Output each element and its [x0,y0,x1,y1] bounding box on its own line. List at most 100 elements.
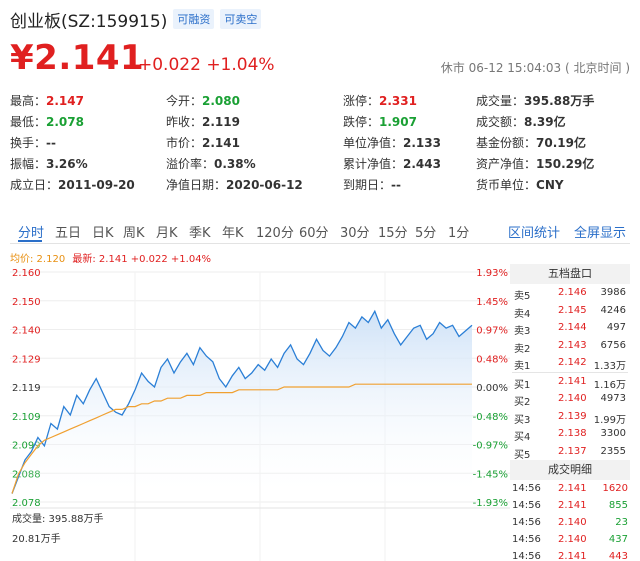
price-tick-label: 2.109 [12,412,41,423]
stat-row: 最高：2.147 今开：2.080 涨停：2.331 成交量：395.88万手 [10,90,630,111]
price-change: +0.022 +1.04% [138,55,275,75]
stat-item: 累计净值：2.443 [343,155,441,172]
stat-row: 成立日：2011-09-20 净值日期：2020-06-12 到期日：-- 货币单位：… [10,174,630,195]
tab-item[interactable]: 季K [189,226,211,241]
legend-avg: 均价: 2.120 [10,254,66,265]
tab-item[interactable]: 60分 [299,226,329,241]
pct-tick-label: -1.93% [473,498,508,509]
ask-volume: 6756 [600,339,626,351]
tab-item[interactable]: 30分 [340,226,370,241]
stat-item: 单位净值：2.133 [343,134,441,151]
trade-list: 14:56 2.141 1620 14:56 2.141 855 14:56 2.140 23 1… [510,480,630,561]
stat-label: 累计净值： [343,157,404,171]
stat-label: 最高： [10,94,47,108]
intraday-chart[interactable]: 2.160 1.93% 2.150 1.45% 2.140 0.97% 2.129 0.48%… [10,246,510,561]
price-tick-label: 2.150 [12,297,41,308]
trade-price: 2.141 [558,551,587,561]
bid-label: 买3 [514,414,531,426]
stat-item: 成立日：2011-09-20 [10,176,135,193]
ask-row: 卖1 2.142 1.33万 [510,354,630,372]
stat-item: 最低：2.078 [10,113,84,130]
tab-item[interactable]: 5分 [415,226,437,241]
stat-item: 成交额：8.39亿 [476,113,566,130]
ask-volume: 3986 [600,287,626,298]
stat-item: 货币单位：CNY [476,176,564,193]
tab-item[interactable]: 1分 [448,226,470,241]
tab-item[interactable]: 月K [156,226,178,241]
stat-value: 2.133 [403,136,441,150]
stat-item: 昨收：2.119 [166,113,240,130]
range-stats-button[interactable]: 区间统计 [507,226,560,241]
stat-label: 最低： [10,115,47,129]
ask-label: 卖4 [514,308,531,320]
bid-price: 2.141 [558,375,587,387]
stat-value: 3.26% [46,157,88,171]
stat-item: 最高：2.147 [10,92,84,109]
price-tick-label: 2.160 [12,268,41,279]
stat-value: 1.907 [379,115,417,129]
ask-row: 卖2 2.143 6756 [510,337,630,355]
header: 创业板(SZ:159915) 可融资 可卖空 [10,6,262,32]
bid-row: 买5 2.137 2355 [510,443,630,461]
trade-time: 14:56 [512,500,541,511]
margin-badge[interactable]: 可融资 [173,9,215,29]
bid-price: 2.137 [558,445,587,457]
legend-latest: 最新: 2.141 +0.022 +1.04% [72,254,212,265]
trade-volume: 855 [608,500,628,511]
stat-label: 资产净值： [476,157,537,171]
ask-price: 2.146 [558,287,587,298]
stat-label: 溢价率： [166,157,215,171]
pct-tick-label: 0.97% [476,326,508,337]
stat-label: 换手： [10,136,47,150]
trade-volume: 443 [608,551,628,561]
short-sell-badge[interactable]: 可卖空 [220,9,262,29]
trade-row: 14:56 2.140 437 [510,531,630,548]
stat-item: 今开：2.080 [166,92,240,109]
pct-tick-label: -1.45% [473,469,508,480]
volume-label: 成交量: 395.88万手 [12,514,104,525]
order-panel: 五档盘口 卖5 2.146 3986 卖4 2.145 4246 卖3 2.144 497 卖2 2… [510,264,630,561]
ask-volume: 1.33万 [593,361,626,372]
stat-value: 395.88万手 [524,94,595,108]
ask-price: 2.144 [558,322,587,333]
stat-value: 2.078 [46,115,84,129]
stat-label: 市价： [166,136,203,150]
trade-volume: 23 [615,517,628,528]
trade-time: 14:56 [512,483,541,494]
bid-row: 买3 2.139 1.99万 [510,408,630,426]
bid-row: 买2 2.140 4973 [510,390,630,408]
tab-item[interactable]: 日K [92,226,114,241]
bid-volume: 1.16万 [593,379,626,391]
stat-value: 2.141 [202,136,240,150]
tab-item[interactable]: 120分 [256,226,294,241]
fullscreen-button[interactable]: 全屏显示 [573,226,626,241]
chart-tools: 区间统计 全屏显示 [494,222,626,241]
stat-label: 成立日： [10,178,59,192]
stat-label: 昨收： [166,115,203,129]
tab-item[interactable]: 分时 [18,226,45,241]
bid-label: 买5 [514,449,531,461]
ask-price: 2.142 [558,357,587,368]
price-area [12,311,472,502]
tab-item[interactable]: 年K [222,226,244,241]
tab-item[interactable]: 15分 [378,226,408,241]
tab-item[interactable]: 五日 [55,226,82,241]
stats-grid: 最高：2.147 今开：2.080 涨停：2.331 成交量：395.88万手 最低：2… [10,90,630,195]
stat-label: 涨停： [343,94,380,108]
ask-volume: 497 [606,322,626,333]
stat-item: 到期日：-- [343,176,401,193]
price-tick-label: 2.129 [12,354,41,365]
bid-row: 买4 2.138 3300 [510,425,630,443]
bid-label: 买4 [514,432,531,443]
stat-item: 成交量：395.88万手 [476,92,594,109]
ask-label: 卖5 [514,291,531,302]
stat-label: 振幅： [10,157,47,171]
tab-item[interactable]: 周K [123,226,145,241]
stat-label: 成交额： [476,115,525,129]
pct-tick-label: -0.48% [473,412,508,423]
trade-price: 2.140 [558,534,587,545]
pct-tick-label: 0.48% [476,354,508,365]
volume-sub-label: 20.81万手 [12,534,61,545]
trade-row: 14:56 2.141 1620 [510,480,630,497]
trade-row: 14:56 2.141 443 [510,548,630,561]
